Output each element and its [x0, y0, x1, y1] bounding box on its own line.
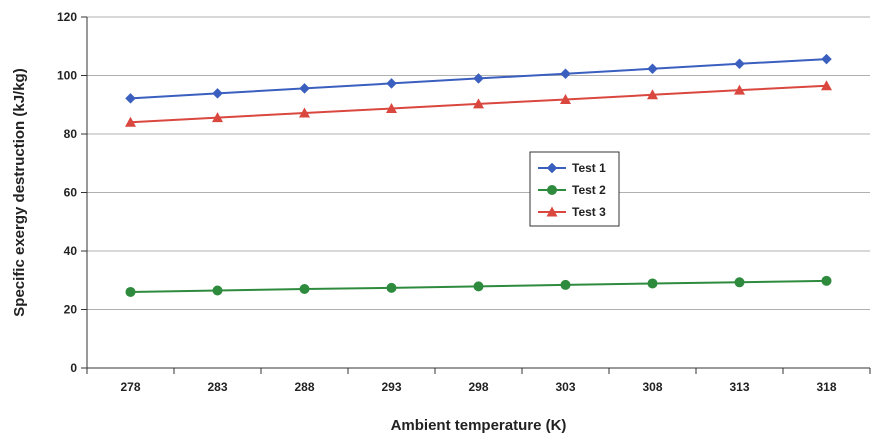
- data-point: [473, 98, 484, 109]
- y-tick-label: 60: [64, 186, 78, 200]
- data-point: [212, 285, 223, 296]
- legend-marker: [546, 162, 558, 174]
- data-point: [473, 73, 484, 84]
- gridlines: [87, 16, 870, 310]
- data-point: [125, 286, 136, 297]
- data-point: [386, 103, 397, 114]
- data-point: [125, 92, 136, 104]
- legend-marker: [546, 206, 558, 217]
- x-tick-label: 318: [816, 380, 836, 394]
- data-point: [473, 281, 484, 292]
- x-axis-title: Ambient temperature (K): [391, 417, 567, 434]
- y-axis-title: Specific exergy destruction (kJ/kg): [11, 68, 28, 316]
- series-1: [125, 53, 832, 104]
- data-point: [560, 93, 571, 104]
- x-tick-label: 288: [294, 380, 314, 394]
- data-point: [647, 63, 658, 75]
- data-point: [299, 284, 310, 295]
- data-point: [386, 78, 397, 89]
- data-series: [125, 53, 832, 297]
- legend-entry: Test 1: [538, 161, 606, 175]
- data-point: [647, 89, 658, 100]
- y-tick-label: 80: [64, 127, 78, 141]
- data-point: [734, 277, 745, 288]
- x-tick-label: 308: [642, 380, 662, 394]
- data-point: [821, 80, 832, 91]
- legend-entry: Test 2: [538, 183, 606, 197]
- data-point: [734, 84, 745, 95]
- legend-entry: Test 3: [538, 205, 606, 219]
- legend: Test 1 Test 2 Test 3: [529, 151, 620, 227]
- data-point: [734, 58, 745, 70]
- x-tick-label: 283: [207, 380, 227, 394]
- data-point: [212, 112, 223, 123]
- x-tick-label: 293: [381, 380, 401, 394]
- legend-label: Test 3: [572, 205, 606, 219]
- legend-marker: [547, 185, 557, 195]
- data-point: [299, 107, 310, 118]
- legend-label: Test 2: [572, 183, 606, 197]
- y-tick-label: 40: [64, 244, 78, 258]
- x-tick-label: 278: [120, 380, 140, 394]
- data-point: [647, 278, 658, 289]
- y-tick-label: 120: [57, 10, 77, 24]
- data-point: [386, 282, 397, 293]
- data-point: [299, 83, 310, 94]
- legend-label: Test 1: [572, 161, 606, 175]
- axes: 0 20 40 60 80 100 120 278 283 288 293 298 303 308 313 3…: [57, 10, 871, 394]
- data-point: [560, 68, 571, 80]
- y-tick-label: 0: [70, 361, 77, 375]
- x-tick-label: 313: [729, 380, 749, 394]
- data-point: [821, 275, 832, 286]
- series-3: [125, 80, 832, 127]
- x-tick-label: 303: [555, 380, 575, 394]
- y-tick-label: 100: [57, 69, 77, 83]
- x-tick-label: 298: [468, 380, 488, 394]
- y-tick-label: 20: [64, 303, 78, 317]
- data-point: [560, 279, 571, 290]
- data-point: [125, 116, 136, 127]
- data-point: [212, 87, 223, 99]
- data-point: [821, 53, 832, 65]
- series-2: [125, 275, 832, 297]
